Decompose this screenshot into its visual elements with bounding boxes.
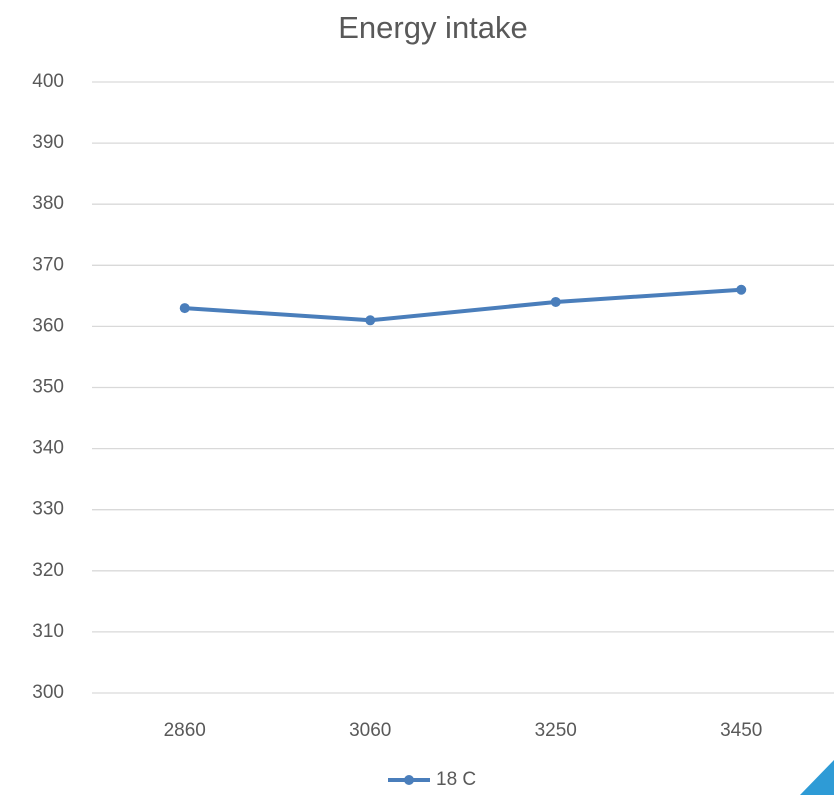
data-point <box>550 296 561 307</box>
series-line <box>184 287 742 323</box>
y-tick-label: 370 <box>32 254 64 275</box>
y-tick-label: 380 <box>32 193 64 214</box>
y-tick-label: 320 <box>32 560 64 581</box>
y-tick-label: 390 <box>32 132 64 153</box>
y-tick-label: 350 <box>32 377 64 398</box>
legend-marker <box>404 775 414 785</box>
data-point <box>179 303 190 314</box>
legend-label: 18 C <box>436 769 476 790</box>
y-tick-label: 310 <box>32 621 64 642</box>
y-tick-label: 360 <box>32 315 64 336</box>
data-point <box>365 315 376 326</box>
x-tick-label: 3450 <box>720 720 762 741</box>
y-tick-label: 330 <box>32 499 64 520</box>
data-point <box>736 284 747 295</box>
y-tick-label: 340 <box>32 438 64 459</box>
y-tick-label: 300 <box>32 682 64 703</box>
x-tick-label: 2860 <box>164 720 206 741</box>
x-tick-label: 3250 <box>535 720 577 741</box>
corner-decoration <box>800 760 834 795</box>
x-tick-label: 3060 <box>349 720 391 741</box>
chart-title: Energy intake <box>338 10 528 45</box>
y-tick-label: 400 <box>32 71 64 92</box>
